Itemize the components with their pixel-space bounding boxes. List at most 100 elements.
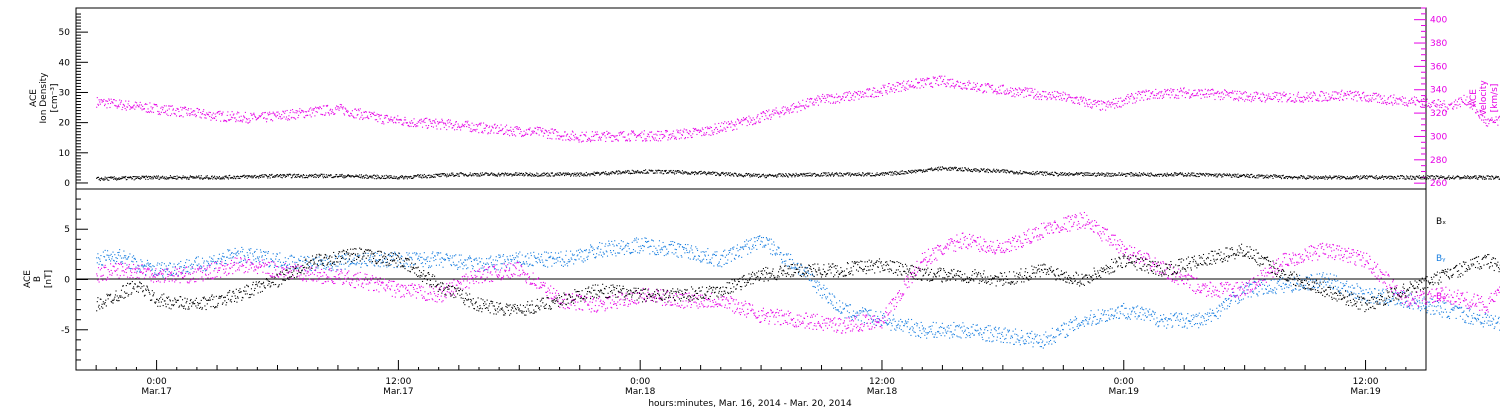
- data-point: [1230, 97, 1231, 98]
- data-point: [786, 109, 787, 110]
- data-point: [472, 123, 473, 124]
- data-point: [847, 95, 848, 96]
- data-point: [1429, 176, 1430, 177]
- data-point: [1208, 89, 1209, 90]
- data-point: [222, 113, 223, 114]
- data-point: [1089, 175, 1090, 176]
- data-point: [511, 133, 512, 134]
- data-point: [1211, 175, 1212, 176]
- data-point: [732, 173, 733, 174]
- data-point: [1408, 103, 1409, 104]
- data-point: [797, 174, 798, 175]
- data-point: [988, 83, 989, 84]
- data-point: [660, 170, 661, 171]
- data-point: [1416, 97, 1417, 98]
- data-point: [206, 112, 207, 113]
- data-point: [300, 112, 301, 113]
- data-point: [153, 177, 154, 178]
- data-point: [235, 121, 236, 122]
- data-point: [326, 174, 327, 175]
- data-point: [1191, 175, 1192, 176]
- data-point: [985, 83, 986, 84]
- data-point: [608, 174, 609, 175]
- data-point: [516, 172, 517, 173]
- data-point: [316, 174, 317, 175]
- data-point: [1398, 103, 1399, 104]
- data-point: [757, 116, 758, 117]
- data-point: [981, 85, 982, 86]
- data-point: [783, 106, 784, 107]
- data-point: [811, 174, 812, 175]
- data-point: [725, 129, 726, 130]
- data-point: [183, 116, 184, 117]
- data-point: [718, 174, 719, 175]
- data-point: [1279, 175, 1280, 176]
- data-point: [1182, 95, 1183, 96]
- data-point: [154, 266, 155, 267]
- data-point: [574, 139, 575, 140]
- data-point: [711, 172, 712, 173]
- data-point: [836, 172, 837, 173]
- data-point: [560, 172, 561, 173]
- data-point: [1198, 95, 1199, 96]
- data-point: [752, 124, 753, 125]
- data-point: [776, 176, 777, 177]
- data-point: [1285, 96, 1286, 97]
- data-point: [572, 132, 573, 133]
- data-point: [1143, 100, 1144, 101]
- data-point: [171, 113, 172, 114]
- data-point: [802, 105, 803, 106]
- x-tick-date: Mar.17: [141, 387, 171, 397]
- data-point: [188, 108, 189, 109]
- data-point: [340, 104, 341, 105]
- data-point: [442, 173, 443, 174]
- data-point: [115, 100, 116, 101]
- data-point: [709, 128, 710, 129]
- data-point: [283, 111, 284, 112]
- data-point: [1433, 101, 1434, 102]
- data-point: [1163, 97, 1164, 98]
- data-point: [1010, 90, 1011, 91]
- data-point: [673, 172, 674, 173]
- data-point: [145, 176, 146, 177]
- data-point: [1286, 94, 1287, 95]
- data-point: [303, 111, 304, 112]
- data-point: [1376, 93, 1377, 94]
- data-point: [1306, 179, 1307, 180]
- data-point: [226, 175, 227, 176]
- data-point: [1199, 90, 1200, 91]
- b-tick-label: 5: [64, 225, 70, 235]
- data-point: [1014, 172, 1015, 173]
- data-point: [1473, 177, 1474, 178]
- data-point: [1456, 104, 1457, 105]
- data-point: [1377, 102, 1378, 103]
- data-point: [910, 170, 911, 171]
- data-point: [370, 114, 371, 115]
- data-point: [605, 135, 606, 136]
- data-point: [524, 131, 525, 132]
- data-point: [1077, 173, 1078, 174]
- data-point: [1109, 173, 1110, 174]
- data-point: [216, 120, 217, 121]
- data-point: [1205, 175, 1206, 176]
- data-point: [1262, 101, 1263, 102]
- data-point: [540, 127, 541, 128]
- data-point: [418, 174, 419, 175]
- data-point: [643, 140, 644, 141]
- data-point: [1337, 92, 1338, 93]
- data-point: [238, 120, 239, 121]
- data-point: [1447, 107, 1448, 108]
- data-point: [1417, 99, 1418, 100]
- data-point: [1098, 173, 1099, 174]
- data-point: [534, 174, 535, 175]
- data-point: [1120, 97, 1121, 98]
- data-point: [407, 122, 408, 123]
- data-point: [1360, 98, 1361, 99]
- data-point: [978, 170, 979, 171]
- data-point: [550, 175, 551, 176]
- data-point: [340, 106, 341, 107]
- data-point: [1351, 98, 1352, 99]
- data-point: [615, 139, 616, 140]
- data-point: [641, 132, 642, 133]
- data-point: [623, 171, 624, 172]
